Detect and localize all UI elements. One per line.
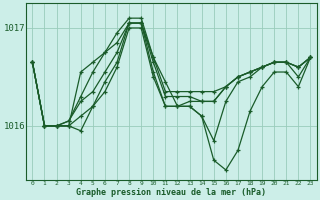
X-axis label: Graphe pression niveau de la mer (hPa): Graphe pression niveau de la mer (hPa) — [76, 188, 267, 197]
